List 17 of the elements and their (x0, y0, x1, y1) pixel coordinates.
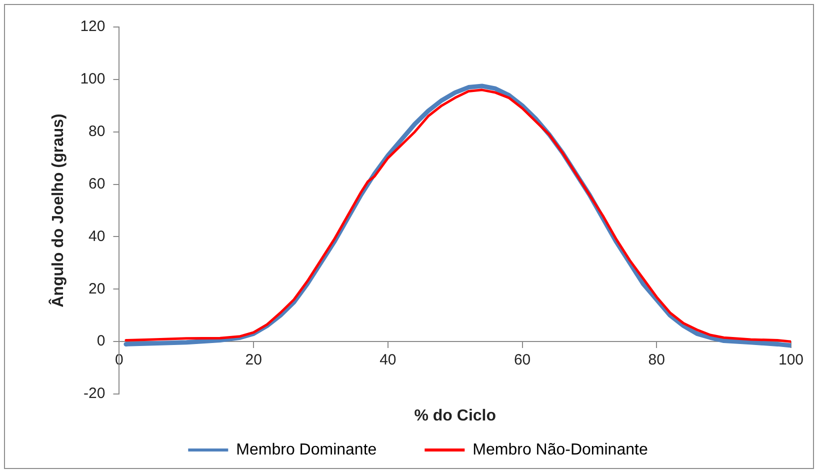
y-tick-label: 60 (88, 175, 106, 192)
x-axis-title: % do Ciclo (414, 407, 496, 424)
y-tick-label: -20 (84, 385, 106, 402)
y-tick-label: 100 (80, 70, 106, 88)
x-tick-label: 100 (778, 352, 804, 369)
x-tick-label: 80 (648, 352, 665, 369)
legend-label: Membro Não-Dominante (472, 441, 648, 458)
x-tick-label: 20 (245, 352, 262, 369)
y-tick-label: 0 (96, 332, 106, 350)
x-tick-label: 60 (514, 352, 531, 369)
legend-label: Membro Dominante (236, 441, 377, 458)
x-tick-label: 40 (380, 352, 396, 369)
y-tick-label: 120 (80, 18, 106, 36)
y-tick-label: 80 (88, 123, 106, 140)
y-axis-title: Ângulo do Joelho (graus) (48, 114, 68, 308)
y-tick-label: 40 (88, 228, 106, 245)
y-tick-label: 20 (88, 280, 106, 298)
